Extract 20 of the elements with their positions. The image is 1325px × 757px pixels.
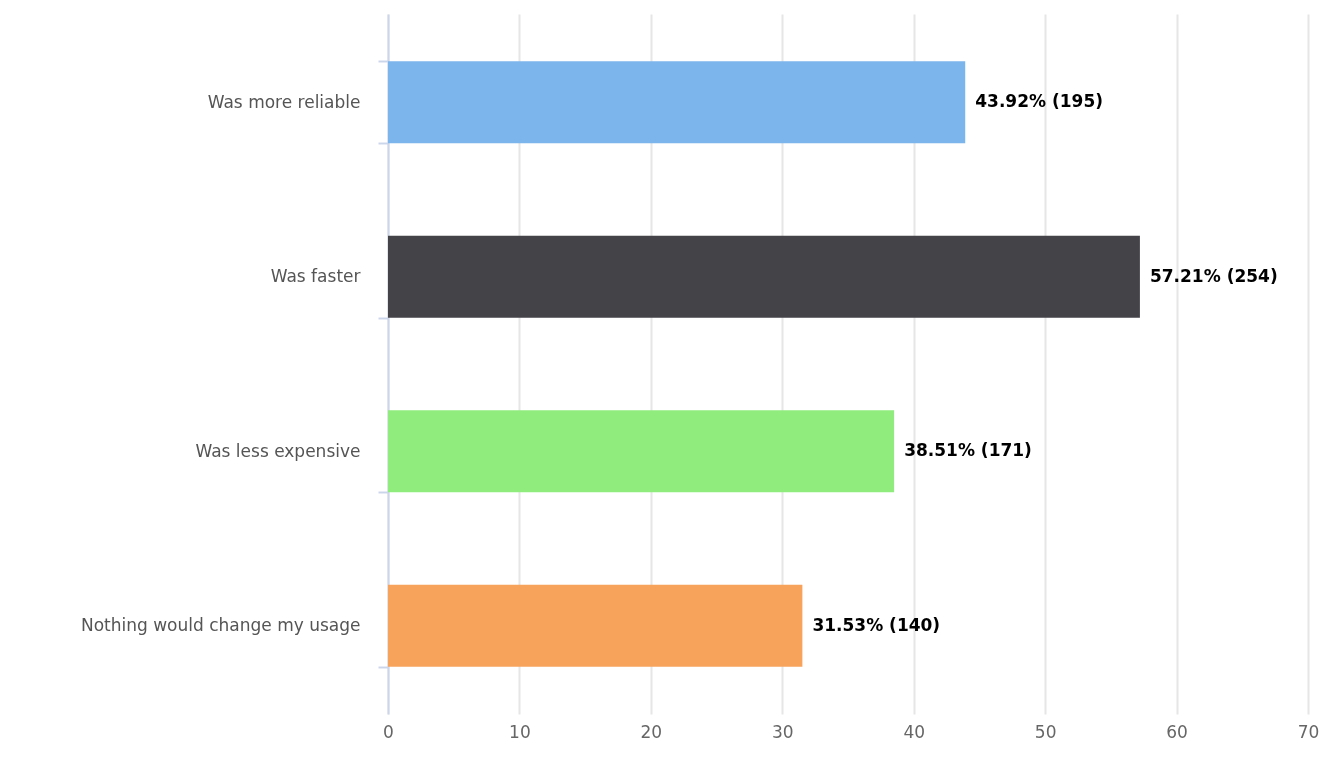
bar: [388, 584, 803, 667]
data-label: 57.21% (254): [1149, 265, 1278, 286]
x-tick-label: 70: [1297, 721, 1320, 742]
x-tick-label: 30: [771, 721, 794, 742]
x-tick-label: 50: [1034, 721, 1057, 742]
y-tick-label: Was less expensive: [195, 440, 361, 461]
x-tick-label: 40: [903, 721, 926, 742]
y-tick-label: Was more reliable: [207, 91, 361, 112]
x-tick-label: 60: [1166, 721, 1188, 742]
x-tick-label: 20: [640, 721, 663, 742]
x-tick-label: 0: [383, 721, 394, 742]
bar: [388, 235, 1140, 318]
y-tick-label: Was faster: [270, 266, 361, 287]
data-label: 31.53% (140): [812, 614, 941, 635]
y-tick-label: Nothing would change my usage: [80, 615, 361, 636]
bar: [388, 410, 895, 493]
data-label: 38.51% (171): [904, 440, 1032, 461]
data-label: 43.92% (195): [975, 91, 1103, 112]
x-tick-label: 10: [509, 721, 531, 742]
bar: [388, 61, 966, 144]
